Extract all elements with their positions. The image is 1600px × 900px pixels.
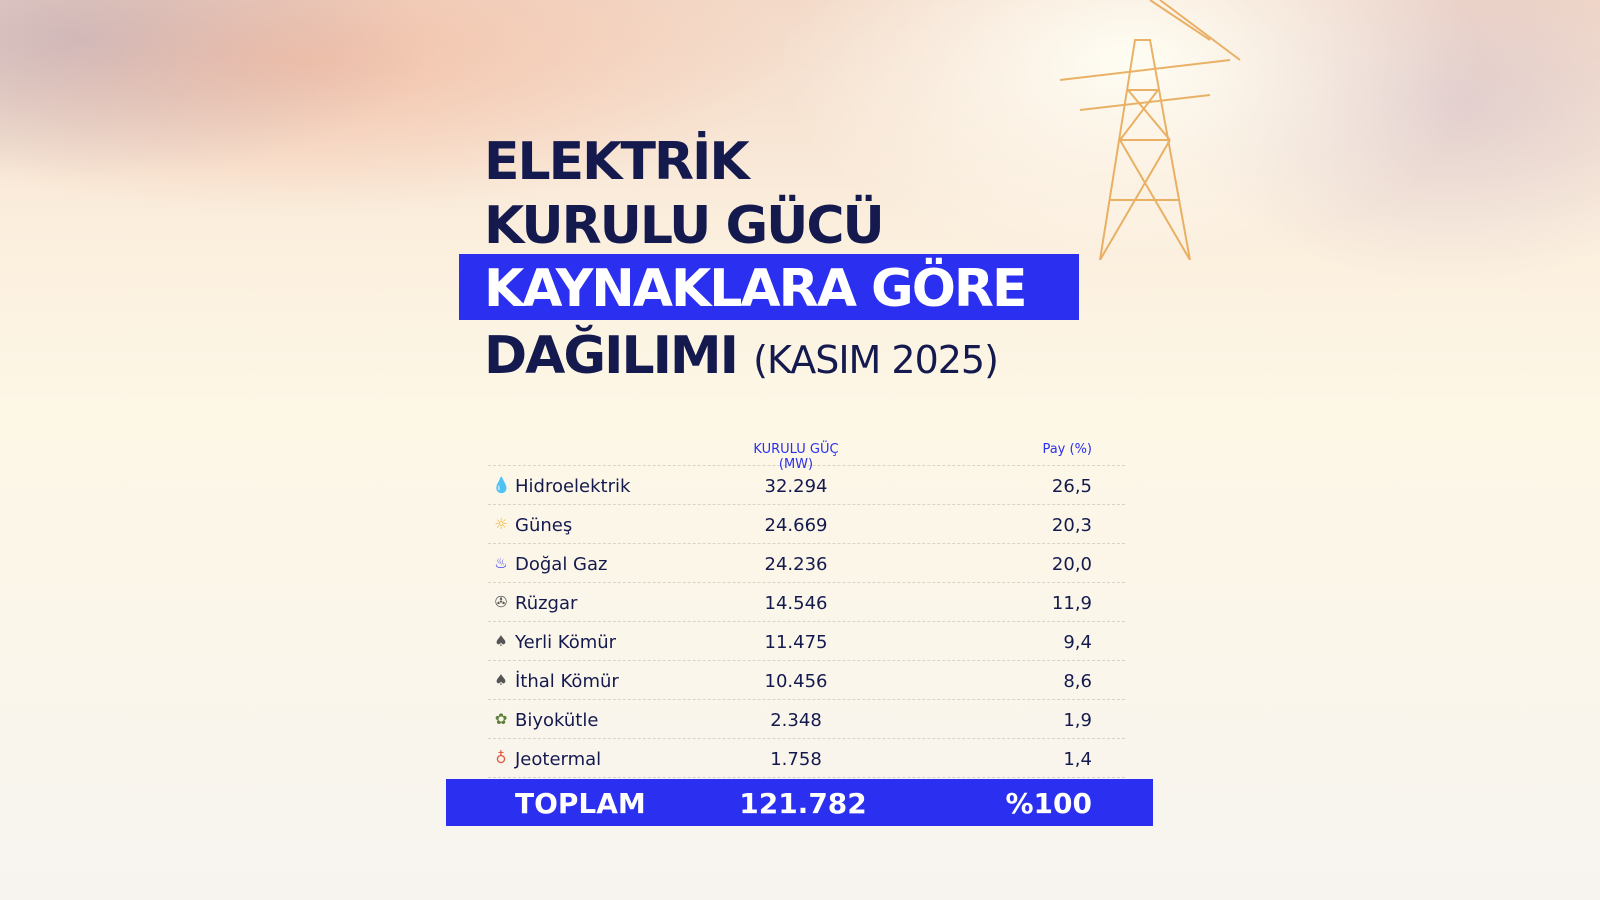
source-name: Güneş <box>515 515 573 536</box>
table-row: ✇ Rüzgar 14.546 11,9 <box>488 583 1125 622</box>
source-name: İthal Kömür <box>515 671 619 692</box>
water-drop-bolt-icon: 💧 <box>492 476 511 494</box>
total-label: TOPLAM <box>515 787 646 820</box>
source-name: Hidroelektrik <box>515 476 631 497</box>
table-row: ♠ İthal Kömür 10.456 8,6 <box>488 661 1125 700</box>
source-share: 26,5 <box>1051 476 1092 497</box>
source-mw: 24.669 <box>764 515 828 536</box>
header-share: Pay (%) <box>1042 442 1092 457</box>
table-row: ♠ Yerli Kömür 11.475 9,4 <box>488 622 1125 661</box>
source-mw: 2.348 <box>770 710 822 731</box>
source-name: Jeotermal <box>515 749 602 770</box>
source-name: Rüzgar <box>515 593 578 614</box>
total-mw: 121.782 <box>739 787 867 820</box>
total-share: %100 <box>1005 787 1092 820</box>
total-row: TOPLAM 121.782 %100 <box>446 779 1153 826</box>
table-row: ✿ Biyokütle 2.348 1,9 <box>488 700 1125 739</box>
plant-bulb-icon: ✿ <box>494 710 508 728</box>
coal-icon: ♠ <box>494 632 508 650</box>
source-mw: 32.294 <box>764 476 828 497</box>
title-period: (KASIM 2025) <box>753 338 999 382</box>
source-share: 20,3 <box>1051 515 1092 536</box>
title-line-4: DAĞILIMI (KASIM 2025) <box>484 330 999 382</box>
table-header: KURULU GÜÇ (MW) Pay (%) <box>488 436 1125 472</box>
source-share: 1,4 <box>1063 749 1092 770</box>
power-tower-image <box>1059 0 1241 260</box>
source-share: 8,6 <box>1063 671 1092 692</box>
source-mw: 24.236 <box>764 554 828 575</box>
source-share: 1,9 <box>1063 710 1092 731</box>
title-line-1: ELEKTRİK <box>484 132 750 192</box>
source-share: 20,0 <box>1051 554 1092 575</box>
geothermal-icon: ♁ <box>495 749 507 767</box>
source-mw: 10.456 <box>764 671 828 692</box>
wind-turbine-icon: ✇ <box>494 593 508 611</box>
title-line-4-text: DAĞILIMI <box>484 326 739 386</box>
capacity-table: KURULU GÜÇ (MW) Pay (%) 💧 Hidroelektrik … <box>488 436 1125 778</box>
title-line-2: KURULU GÜCÜ <box>484 196 885 256</box>
coal-icon: ♠ <box>494 671 508 689</box>
table-row: ☼ Güneş 24.669 20,3 <box>488 505 1125 544</box>
header-capacity: KURULU GÜÇ (MW) <box>753 442 839 472</box>
source-name: Doğal Gaz <box>515 554 608 575</box>
table-row: 💧 Hidroelektrik 32.294 26,5 <box>488 466 1125 505</box>
source-mw: 1.758 <box>770 749 822 770</box>
flame-icon: ♨ <box>494 554 508 572</box>
table-row: ♨ Doğal Gaz 24.236 20,0 <box>488 544 1125 583</box>
source-mw: 14.546 <box>764 593 828 614</box>
source-name: Yerli Kömür <box>515 632 617 653</box>
title-highlight <box>459 254 1079 320</box>
title-line-3: KAYNAKLARA GÖRE <box>484 259 1027 319</box>
source-name: Biyokütle <box>515 710 599 731</box>
source-share: 9,4 <box>1063 632 1092 653</box>
source-share: 11,9 <box>1051 593 1092 614</box>
table-row: ♁ Jeotermal 1.758 1,4 <box>488 739 1125 778</box>
sun-icon: ☼ <box>494 515 508 533</box>
source-mw: 11.475 <box>764 632 828 653</box>
